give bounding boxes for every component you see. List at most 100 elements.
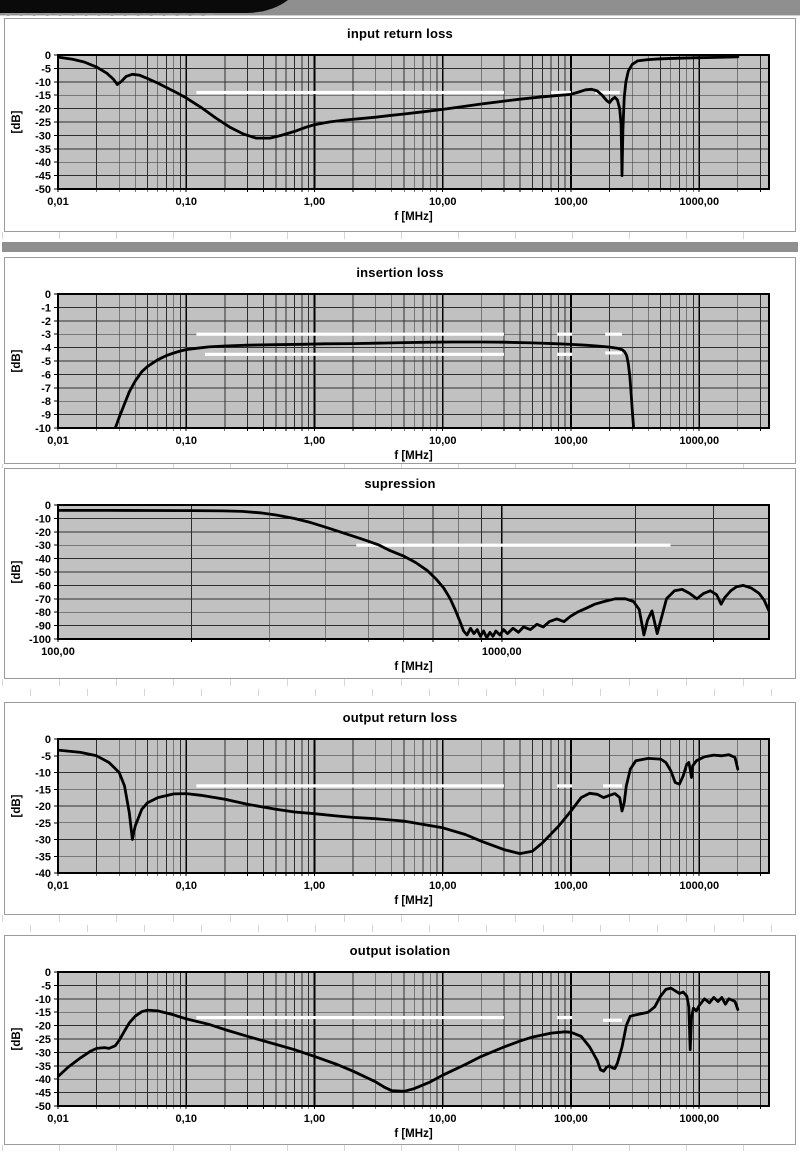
svg-text:-40: -40 [35, 868, 51, 880]
svg-text:0,10: 0,10 [176, 435, 197, 447]
chart-panel-input-return-loss: input return loss 0 -5 -10 -15 -20 -25 -30 -35-… [4, 18, 796, 232]
svg-text:0,10: 0,10 [176, 1113, 197, 1125]
svg-text:100,00: 100,00 [554, 1113, 588, 1125]
page-grid-ticks [2, 1145, 798, 1152]
page-grid-ticks [2, 689, 798, 699]
svg-text:-1: -1 [41, 302, 51, 314]
svg-text:-5: -5 [41, 751, 51, 763]
svg-text:10,00: 10,00 [429, 435, 457, 447]
svg-text:[dB]: [dB] [11, 560, 23, 583]
svg-text:-30: -30 [35, 130, 51, 142]
chart-title: output isolation [349, 943, 451, 958]
svg-text:-9: -9 [41, 410, 51, 422]
svg-text:-10: -10 [35, 768, 51, 780]
section-divider-bar [2, 242, 798, 252]
svg-text:-70: -70 [35, 594, 51, 606]
svg-text:0: 0 [45, 289, 51, 301]
svg-text:-15: -15 [35, 1007, 51, 1019]
svg-text:10,00: 10,00 [429, 880, 457, 892]
svg-text:0,01: 0,01 [47, 196, 68, 208]
svg-text:-15: -15 [35, 90, 51, 102]
chart-title: supression [364, 476, 436, 491]
svg-text:-35: -35 [35, 851, 51, 863]
svg-text:-5: -5 [41, 980, 51, 992]
svg-text:1000,00: 1000,00 [679, 1113, 719, 1125]
svg-text:-10: -10 [35, 77, 51, 89]
svg-text:-50: -50 [35, 1101, 51, 1113]
chart-panel-supression: supression 0 -10 -20 -30 -40 -50 -60 -70 -80 -90-… [4, 468, 796, 679]
svg-text:-45: -45 [35, 171, 51, 183]
svg-text:0,01: 0,01 [47, 1113, 68, 1125]
page-grid-ticks [2, 925, 798, 935]
svg-text:1000,00: 1000,00 [679, 880, 719, 892]
svg-text:0,10: 0,10 [176, 880, 197, 892]
svg-text:1,00: 1,00 [304, 435, 325, 447]
svg-text:1000,00: 1000,00 [482, 646, 522, 658]
svg-text:f [MHz]: f [MHz] [394, 211, 432, 223]
header-banner-swoosh-icon [0, 0, 288, 16]
svg-text:0: 0 [45, 500, 51, 512]
page-grid-ticks [2, 464, 798, 468]
chart-panel-insertion-loss: insertion loss 0 -1 -2 -3 -4 -5 -6 -7 -8 -9 -10 0,0… [4, 257, 796, 464]
chart-title: input return loss [347, 26, 453, 41]
svg-text:-20: -20 [35, 527, 51, 539]
svg-text:-40: -40 [35, 1074, 51, 1086]
svg-text:-7: -7 [41, 383, 51, 395]
svg-text:10,00: 10,00 [429, 1113, 457, 1125]
svg-text:-10: -10 [35, 994, 51, 1006]
svg-text:-35: -35 [35, 1061, 51, 1073]
svg-text:-6: -6 [41, 369, 51, 381]
page-grid-ticks [2, 232, 798, 242]
svg-text:-20: -20 [35, 104, 51, 116]
svg-text:-80: -80 [35, 607, 51, 619]
svg-text:0,10: 0,10 [176, 196, 197, 208]
svg-text:1000,00: 1000,00 [679, 196, 719, 208]
page-grid-ticks [2, 679, 798, 689]
svg-text:-50: -50 [35, 567, 51, 579]
chart-title: insertion loss [356, 265, 444, 280]
svg-text:f [MHz]: f [MHz] [394, 895, 432, 907]
svg-text:-15: -15 [35, 784, 51, 796]
svg-text:-25: -25 [35, 1034, 51, 1046]
svg-text:-30: -30 [35, 540, 51, 552]
svg-text:-20: -20 [35, 801, 51, 813]
input-return-loss-plot: 0-5 -10-15 -20-25-30 -35-40 -45-500,01 0,10 1,… [11, 50, 770, 223]
svg-text:1,00: 1,00 [304, 880, 325, 892]
svg-text:[dB]: [dB] [11, 110, 23, 133]
svg-text:-40: -40 [35, 157, 51, 169]
svg-text:10,00: 10,00 [429, 196, 457, 208]
svg-text:0: 0 [45, 734, 51, 746]
svg-text:1,00: 1,00 [304, 1113, 325, 1125]
svg-text:-25: -25 [35, 117, 51, 129]
chart-panel-output-return-loss: output return loss 0 -5 -10 -15 -20 -25 -30 -35… [4, 702, 796, 915]
svg-text:100,00: 100,00 [554, 196, 588, 208]
svg-text:0: 0 [45, 967, 51, 979]
svg-text:-8: -8 [41, 396, 51, 408]
svg-text:-60: -60 [35, 580, 51, 592]
svg-text:-2: -2 [41, 316, 51, 328]
svg-text:[dB]: [dB] [11, 794, 23, 817]
svg-text:0,01: 0,01 [47, 880, 68, 892]
svg-text:-10: -10 [35, 513, 51, 525]
svg-text:0,01: 0,01 [47, 435, 68, 447]
svg-text:f [MHz]: f [MHz] [394, 450, 432, 462]
output-return-loss-plot: 0 -5 -10 -15 -20 -25 -30 -35 -400,01 0,10 1,00 10,0… [11, 734, 770, 907]
svg-text:f [MHz]: f [MHz] [394, 661, 432, 673]
svg-text:f [MHz]: f [MHz] [394, 1128, 432, 1140]
svg-text:0: 0 [45, 50, 51, 62]
svg-text:-5: -5 [41, 63, 51, 75]
svg-text:-35: -35 [35, 144, 51, 156]
output-isolation-plot: 0-5 -10-15 -20-25-30 -35-40 -45-500,01 0,10 1,… [11, 967, 770, 1140]
svg-text:-100: -100 [29, 634, 51, 646]
svg-text:[dB]: [dB] [11, 1027, 23, 1050]
svg-text:100,00: 100,00 [554, 880, 588, 892]
svg-text:-30: -30 [35, 835, 51, 847]
svg-text:-40: -40 [35, 554, 51, 566]
svg-text:-5: -5 [41, 356, 51, 368]
svg-text:-50: -50 [35, 184, 51, 196]
svg-text:-30: -30 [35, 1047, 51, 1059]
insertion-loss-plot: 0-1 -2-3 -4-5-6 -7-8 -9-100,01 0,10 1,00 10,00 1… [11, 289, 770, 462]
svg-text:-10: -10 [35, 423, 51, 435]
svg-text:1000,00: 1000,00 [679, 435, 719, 447]
